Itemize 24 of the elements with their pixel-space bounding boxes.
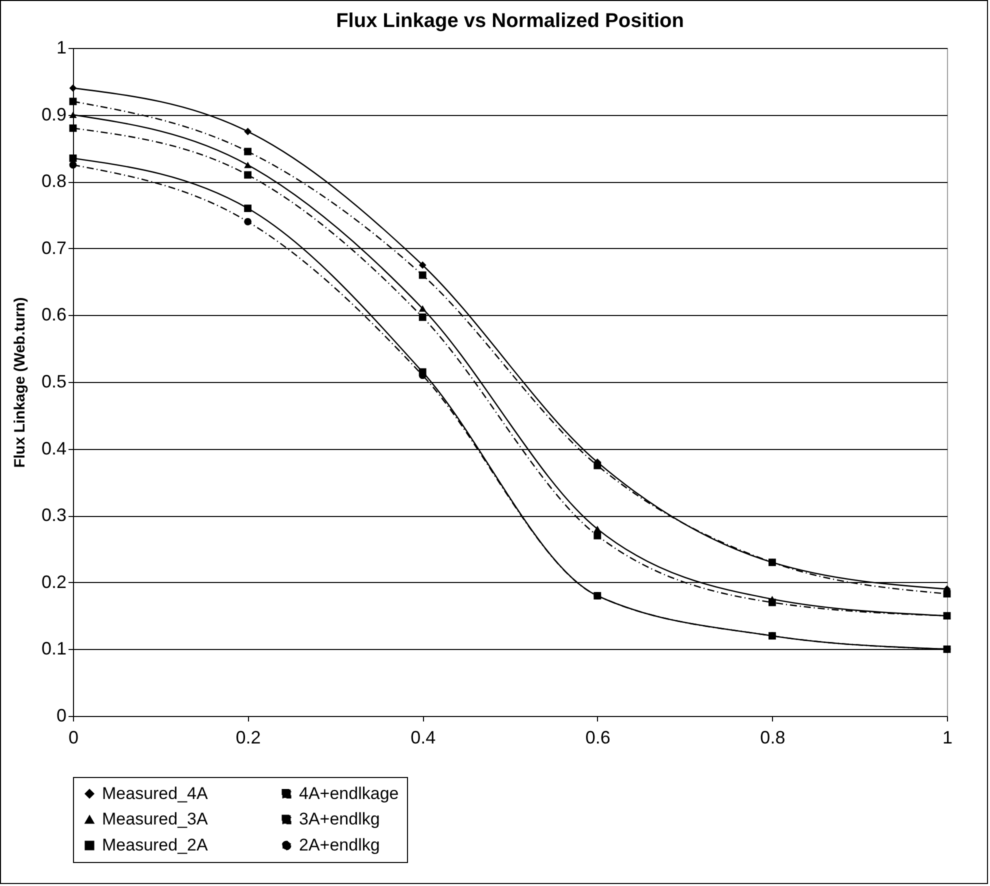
- y-tick-label: 0.5: [41, 372, 66, 392]
- y-tick-label: 0.8: [41, 171, 66, 192]
- x-tick-label: 0.6: [585, 728, 610, 748]
- y-tick-label: 0.6: [41, 304, 66, 325]
- x-tick-label: 0.8: [760, 728, 786, 748]
- y-axis-title: Flux Linkage (Web.turn): [11, 297, 28, 468]
- y-tick-label: 1: [56, 38, 66, 58]
- x-tick-label: 1: [942, 728, 953, 748]
- y-tick-label: 0.1: [41, 638, 66, 659]
- y-tick-label: 0.7: [41, 238, 66, 258]
- legend-label: Measured_2A: [102, 836, 209, 854]
- x-tick-label: 0.4: [410, 728, 436, 748]
- y-tick-label: 0: [56, 706, 66, 726]
- legend-label: Measured_4A: [102, 784, 209, 803]
- x-tick-label: 0.2: [236, 728, 261, 748]
- y-tick-label: 0.3: [41, 505, 66, 526]
- legend-label: 4A+endlkage: [299, 784, 399, 803]
- y-tick-label: 0.2: [41, 572, 66, 592]
- legend-label: Measured_3A: [102, 810, 209, 828]
- y-tick-label: 0.9: [41, 104, 66, 124]
- chart-title: Flux Linkage vs Normalized Position: [336, 10, 684, 32]
- y-tick-label: 0.4: [41, 438, 66, 458]
- legend-label: 2A+endlkg: [299, 836, 380, 854]
- legend-label: 3A+endlkg: [299, 810, 380, 828]
